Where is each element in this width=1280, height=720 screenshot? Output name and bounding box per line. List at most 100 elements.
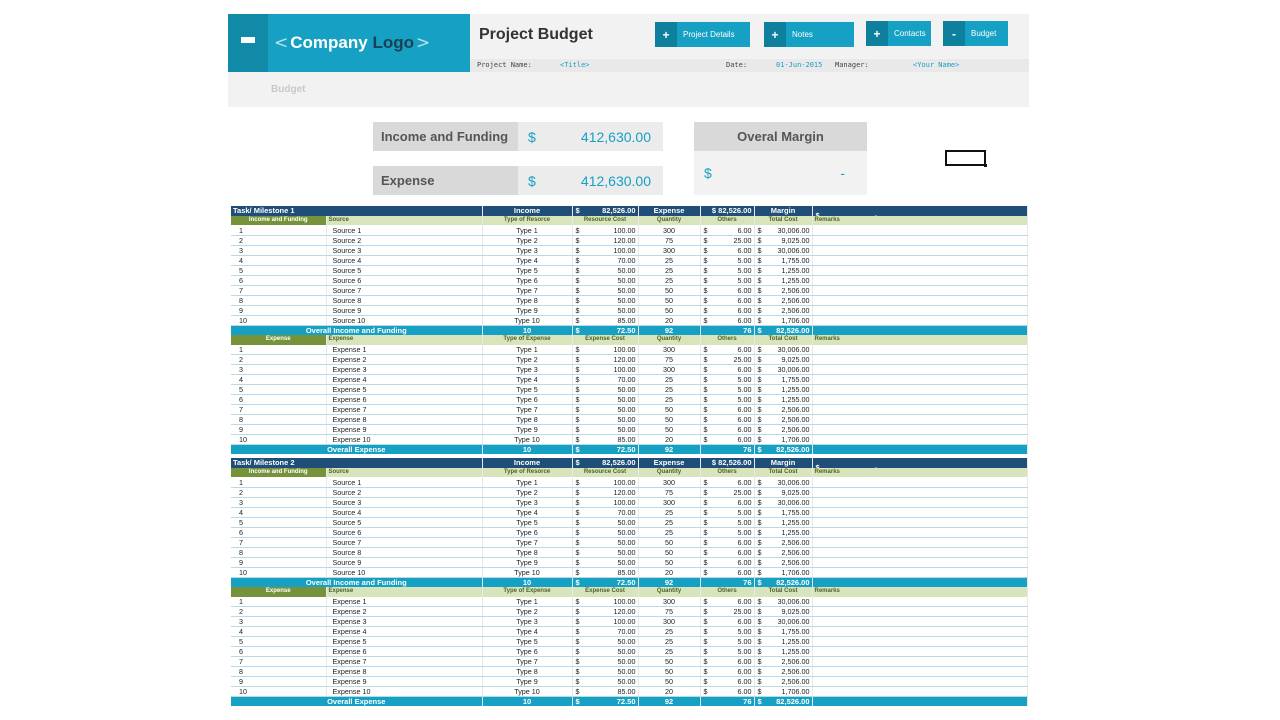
row-quantity[interactable]: 25 (638, 255, 701, 266)
row-remarks[interactable] (812, 656, 1028, 667)
budget-sub-tab[interactable]: Budget (271, 84, 306, 95)
row-others[interactable]: $6.00 (700, 295, 755, 306)
row-total[interactable]: $2,506.00 (754, 414, 813, 425)
row-total[interactable]: $2,506.00 (754, 424, 813, 435)
row-others[interactable]: $6.00 (700, 424, 755, 435)
row-quantity[interactable]: 300 (638, 225, 701, 236)
row-total[interactable]: $30,006.00 (754, 344, 813, 355)
row-quantity[interactable]: 25 (638, 275, 701, 286)
row-others[interactable]: $5.00 (700, 517, 755, 528)
row-cost[interactable]: $50.00 (572, 537, 639, 548)
row-type[interactable]: Type 5 (482, 517, 573, 528)
row-type[interactable]: Type 3 (482, 364, 573, 375)
row-type[interactable]: Type 3 (482, 245, 573, 256)
row-quantity[interactable]: 50 (638, 666, 701, 677)
row-name[interactable]: Expense 1 (326, 344, 483, 355)
row-name[interactable]: Source 7 (326, 537, 483, 548)
row-quantity[interactable]: 50 (638, 547, 701, 558)
row-remarks[interactable] (812, 626, 1028, 637)
row-others[interactable]: $5.00 (700, 527, 755, 538)
row-name[interactable]: Expense 9 (326, 676, 483, 687)
row-others[interactable]: $5.00 (700, 374, 755, 385)
row-type[interactable]: Type 8 (482, 547, 573, 558)
row-total[interactable]: $1,755.00 (754, 374, 813, 385)
row-name[interactable]: Source 8 (326, 295, 483, 306)
row-name[interactable]: Expense 2 (326, 354, 483, 365)
row-others[interactable]: $6.00 (700, 567, 755, 578)
row-cost[interactable]: $50.00 (572, 305, 639, 316)
row-type[interactable]: Type 4 (482, 507, 573, 518)
row-quantity[interactable]: 20 (638, 434, 701, 445)
row-name[interactable]: Expense 4 (326, 374, 483, 385)
row-others[interactable]: $6.00 (700, 245, 755, 256)
row-others[interactable]: $5.00 (700, 507, 755, 518)
row-type[interactable]: Type 8 (482, 295, 573, 306)
row-quantity[interactable]: 25 (638, 265, 701, 276)
row-quantity[interactable]: 75 (638, 487, 701, 498)
row-total[interactable]: $1,255.00 (754, 646, 813, 657)
row-others[interactable]: $5.00 (700, 394, 755, 405)
row-type[interactable]: Type 5 (482, 636, 573, 647)
row-name[interactable]: Source 3 (326, 497, 483, 508)
row-total[interactable]: $1,706.00 (754, 567, 813, 578)
row-quantity[interactable]: 20 (638, 315, 701, 326)
row-quantity[interactable]: 50 (638, 305, 701, 316)
row-cost[interactable]: $100.00 (572, 477, 639, 488)
row-type[interactable]: Type 3 (482, 616, 573, 627)
row-remarks[interactable] (812, 384, 1028, 395)
row-name[interactable]: Expense 9 (326, 424, 483, 435)
row-others[interactable]: $6.00 (700, 676, 755, 687)
row-cost[interactable]: $100.00 (572, 245, 639, 256)
row-others[interactable]: $6.00 (700, 656, 755, 667)
row-remarks[interactable] (812, 537, 1028, 548)
row-type[interactable]: Type 2 (482, 606, 573, 617)
row-type[interactable]: Type 6 (482, 275, 573, 286)
row-others[interactable]: $6.00 (700, 364, 755, 375)
row-others[interactable]: $6.00 (700, 344, 755, 355)
row-remarks[interactable] (812, 497, 1028, 508)
row-name[interactable]: Source 2 (326, 235, 483, 246)
row-cost[interactable]: $50.00 (572, 295, 639, 306)
row-quantity[interactable]: 25 (638, 527, 701, 538)
row-quantity[interactable]: 25 (638, 384, 701, 395)
row-others[interactable]: $5.00 (700, 265, 755, 276)
row-cost[interactable]: $120.00 (572, 606, 639, 617)
row-total[interactable]: $30,006.00 (754, 225, 813, 236)
row-type[interactable]: Type 8 (482, 414, 573, 425)
row-cost[interactable]: $85.00 (572, 686, 639, 697)
budget-button[interactable]: - Budget (943, 21, 1008, 46)
row-cost[interactable]: $50.00 (572, 394, 639, 405)
row-total[interactable]: $1,706.00 (754, 315, 813, 326)
row-cost[interactable]: $50.00 (572, 384, 639, 395)
row-name[interactable]: Source 7 (326, 285, 483, 296)
row-others[interactable]: $6.00 (700, 404, 755, 415)
row-quantity[interactable]: 50 (638, 537, 701, 548)
row-type[interactable]: Type 9 (482, 676, 573, 687)
row-total[interactable]: $2,506.00 (754, 676, 813, 687)
row-remarks[interactable] (812, 275, 1028, 286)
row-remarks[interactable] (812, 344, 1028, 355)
row-name[interactable]: Expense 10 (326, 434, 483, 445)
selected-cell[interactable] (945, 150, 987, 167)
row-type[interactable]: Type 5 (482, 384, 573, 395)
row-quantity[interactable]: 50 (638, 557, 701, 568)
row-quantity[interactable]: 300 (638, 497, 701, 508)
row-name[interactable]: Expense 8 (326, 666, 483, 677)
row-others[interactable]: $6.00 (700, 315, 755, 326)
row-type[interactable]: Type 2 (482, 487, 573, 498)
row-remarks[interactable] (812, 527, 1028, 538)
row-total[interactable]: $1,706.00 (754, 434, 813, 445)
row-quantity[interactable]: 50 (638, 676, 701, 687)
row-name[interactable]: Source 9 (326, 305, 483, 316)
row-name[interactable]: Source 8 (326, 547, 483, 558)
row-name[interactable]: Expense 3 (326, 364, 483, 375)
row-cost[interactable]: $70.00 (572, 626, 639, 637)
row-name[interactable]: Expense 3 (326, 616, 483, 627)
row-remarks[interactable] (812, 225, 1028, 236)
row-others[interactable]: $5.00 (700, 626, 755, 637)
row-total[interactable]: $2,506.00 (754, 656, 813, 667)
date-value[interactable]: 01-Jun-2015 (776, 61, 823, 69)
row-quantity[interactable]: 25 (638, 374, 701, 385)
row-quantity[interactable]: 50 (638, 656, 701, 667)
row-name[interactable]: Expense 10 (326, 686, 483, 697)
